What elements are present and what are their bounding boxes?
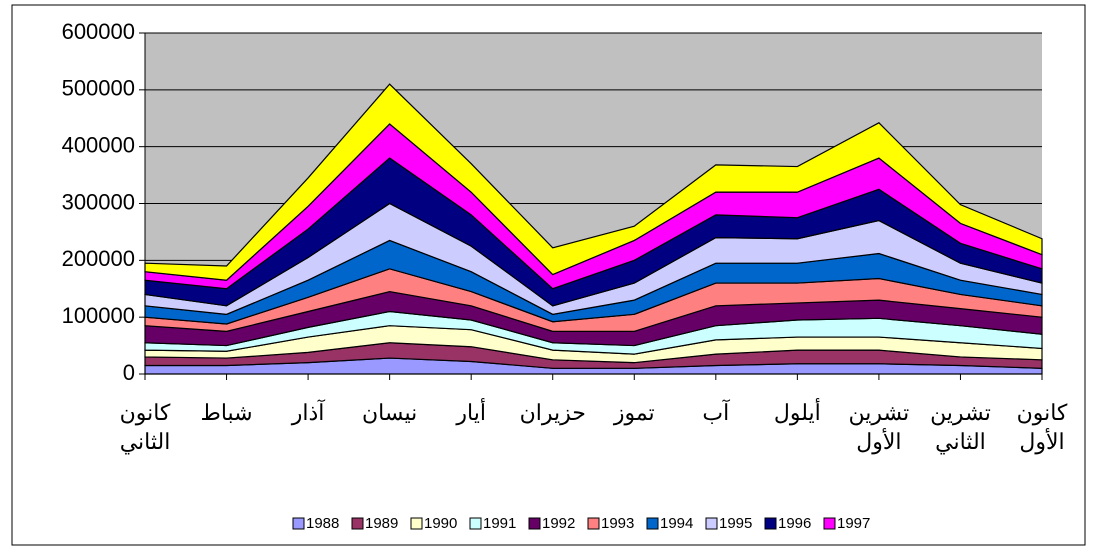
legend-label: 1988 bbox=[306, 515, 339, 532]
y-tick-label: 200000 bbox=[62, 246, 135, 271]
x-tick-label: تشرين الثاني bbox=[930, 400, 991, 454]
x-tick-label: كانون الثاني bbox=[119, 400, 171, 454]
legend-label: 1997 bbox=[837, 515, 870, 532]
x-tick-label: أيار bbox=[456, 400, 486, 425]
y-tick-label: 500000 bbox=[62, 76, 135, 101]
x-tick-label: حزيران bbox=[519, 400, 586, 425]
legend-label: 1990 bbox=[424, 515, 457, 532]
legend-label: 1993 bbox=[601, 515, 634, 532]
x-tick-label: أيلول bbox=[773, 400, 821, 425]
legend-swatch bbox=[646, 517, 659, 530]
legend-label: 1989 bbox=[365, 515, 398, 532]
x-tick-label: شباط bbox=[200, 400, 253, 425]
legend-swatch bbox=[587, 517, 600, 530]
legend-swatch bbox=[764, 517, 777, 530]
area bbox=[144, 83, 1043, 281]
legend-swatch bbox=[292, 517, 305, 530]
x-tick-label: آب bbox=[702, 400, 730, 425]
legend-swatch bbox=[528, 517, 541, 530]
x-tick-label: آذار bbox=[291, 400, 325, 425]
legend-swatch bbox=[705, 517, 718, 530]
y-tick-label: 300000 bbox=[62, 189, 135, 214]
legend-label: 1994 bbox=[660, 515, 693, 532]
legend-swatch bbox=[410, 517, 423, 530]
x-tick-label: كانون الأول bbox=[1016, 400, 1068, 454]
legend-label: 1991 bbox=[483, 515, 516, 532]
y-tick-label: 400000 bbox=[62, 132, 135, 157]
legend-swatch bbox=[351, 517, 364, 530]
x-tick-label: تشرين الأول bbox=[848, 400, 910, 454]
legend-label: 1992 bbox=[542, 515, 575, 532]
legend-swatch bbox=[469, 517, 482, 530]
y-tick-label: 600000 bbox=[62, 19, 135, 44]
y-tick-label: 0 bbox=[123, 360, 135, 385]
legend-label: 1996 bbox=[778, 515, 811, 532]
legend-label: 1995 bbox=[719, 515, 752, 532]
y-tick-label: 100000 bbox=[62, 303, 135, 328]
x-tick-label: تموز bbox=[613, 400, 655, 425]
x-tick-label: نيسان bbox=[362, 400, 418, 425]
legend-swatch bbox=[823, 517, 836, 530]
